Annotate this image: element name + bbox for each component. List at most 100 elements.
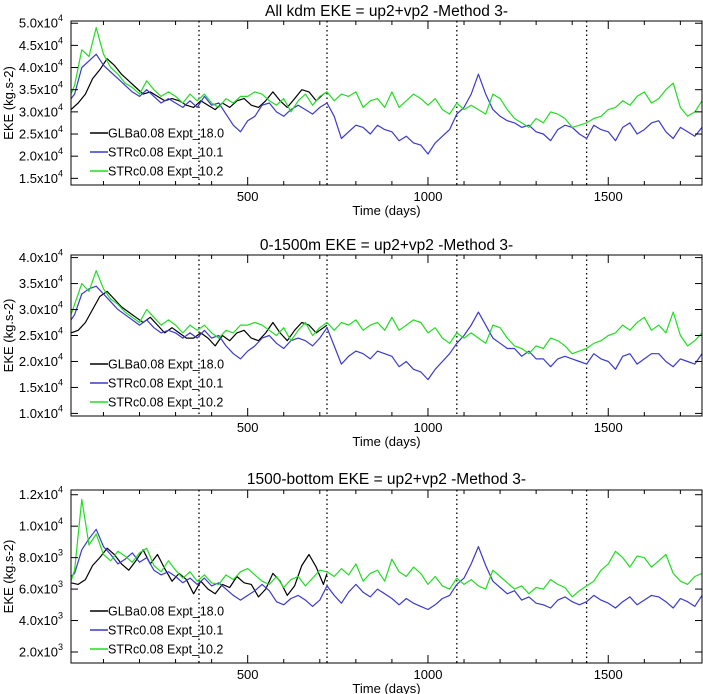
y-tick-exponent: 4 <box>58 80 63 90</box>
y-tick-exponent: 4 <box>58 248 63 258</box>
y-tick-exponent: 4 <box>58 403 63 413</box>
chart-title: All kdm EKE = up2+vp2 -Method 3- <box>265 3 508 20</box>
y-tick-exponent: 4 <box>58 485 63 495</box>
y-tick-mantissa: 4.5 <box>19 38 37 53</box>
y-tick-exponent: 4 <box>58 300 63 310</box>
x-tick-label: 1500 <box>594 420 623 435</box>
y-tick-times-ten: x10 <box>37 60 58 75</box>
y-axis-label: EKE (kg.s-2) <box>1 66 16 140</box>
y-tick-label: 1.0 x10 4 <box>19 403 63 421</box>
chart-legend: GLBa0.08 Expt_18.0 STRc0.08 Expt_10.1 STRc… <box>90 605 224 657</box>
y-tick-exponent: 4 <box>58 58 63 68</box>
y-tick-times-ten: x10 <box>37 644 58 659</box>
y-tick-label: 6.0 x10 3 <box>19 579 63 597</box>
x-tick-label: 1500 <box>594 189 623 204</box>
y-tick-exponent: 4 <box>58 35 63 45</box>
y-tick-mantissa: 3.5 <box>19 82 37 97</box>
y-tick-label: 2.5 x10 4 <box>19 124 63 142</box>
y-tick-mantissa: 1.0 <box>19 519 37 534</box>
y-tick-mantissa: 2.0 <box>19 354 37 369</box>
plot-frame <box>70 489 703 664</box>
y-tick-label: 5.0 x10 4 <box>19 13 63 31</box>
y-tick-label: 4.0 x10 4 <box>19 58 63 76</box>
y-tick-label: 4.5 x10 4 <box>19 35 63 53</box>
chart-panel-3: 1500-bottom EKE = up2+vp2 -Method 3- 500 1… <box>1 471 703 694</box>
y-tick-exponent: 3 <box>58 548 63 558</box>
y-tick-mantissa: 3.5 <box>19 276 37 291</box>
y-tick-mantissa: 2.5 <box>19 127 37 142</box>
x-tick-label: 1000 <box>414 189 443 204</box>
y-tick-mantissa: 8.0 <box>19 550 37 565</box>
y-tick-label: 3.5 x10 4 <box>19 274 63 292</box>
series-line-2 <box>71 285 702 381</box>
y-tick-mantissa: 4.0 <box>19 613 37 628</box>
legend-label-3: STRc0.08 Expt_10.2 <box>108 396 223 410</box>
y-tick-times-ten: x10 <box>37 613 58 628</box>
y-tick-mantissa: 1.0 <box>19 406 37 421</box>
y-tick-times-ten: x10 <box>37 171 58 186</box>
x-tick-label: 500 <box>237 420 259 435</box>
y-tick-times-ten: x10 <box>37 16 58 31</box>
x-tick-label: 500 <box>237 667 259 682</box>
y-tick-label: 1.2 x10 4 <box>19 485 63 503</box>
y-tick-times-ten: x10 <box>37 127 58 142</box>
y-axis-label: EKE (kg.s-2) <box>1 299 16 373</box>
series-line-3 <box>71 27 702 129</box>
legend-label-2: STRc0.08 Expt_10.1 <box>108 146 223 160</box>
x-axis-label: Time (days) <box>352 681 420 694</box>
y-tick-exponent: 4 <box>58 168 63 178</box>
y-tick-exponent: 3 <box>58 611 63 621</box>
y-tick-label: 1.5 x10 4 <box>19 168 63 186</box>
plot-frame <box>70 20 703 186</box>
x-tick-label: 1000 <box>414 420 443 435</box>
y-tick-exponent: 4 <box>58 146 63 156</box>
y-tick-times-ten: x10 <box>37 82 58 97</box>
y-tick-mantissa: 1.2 <box>19 487 37 502</box>
y-tick-times-ten: x10 <box>37 104 58 119</box>
chart-legend: GLBa0.08 Expt_18.0 STRc0.08 Expt_10.1 STRc… <box>90 127 224 179</box>
legend-label-1: GLBa0.08 Expt_18.0 <box>108 605 224 619</box>
y-tick-exponent: 3 <box>58 642 63 652</box>
x-tick-label: 1000 <box>414 667 443 682</box>
series-line-2 <box>71 528 702 611</box>
y-tick-label: 4.0 x10 4 <box>19 248 63 266</box>
y-tick-times-ten: x10 <box>37 302 58 317</box>
y-tick-times-ten: x10 <box>37 149 58 164</box>
y-tick-label: 4.0 x10 3 <box>19 611 63 629</box>
y-tick-times-ten: x10 <box>37 328 58 343</box>
y-tick-exponent: 4 <box>58 274 63 284</box>
y-tick-label: 3.0 x10 4 <box>19 300 63 318</box>
y-tick-mantissa: 1.5 <box>19 171 37 186</box>
series-line-3 <box>71 270 702 355</box>
y-tick-mantissa: 3.0 <box>19 104 37 119</box>
series-line-1 <box>71 290 328 347</box>
chart-panel-2: 0-1500m EKE = up2+vp2 -Method 3- 500 1000 1… <box>1 237 703 449</box>
chart-title: 0-1500m EKE = up2+vp2 -Method 3- <box>260 237 513 254</box>
y-tick-times-ten: x10 <box>37 519 58 534</box>
y-tick-exponent: 3 <box>58 579 63 589</box>
chart-title: 1500-bottom EKE = up2+vp2 -Method 3- <box>247 471 526 488</box>
y-tick-label: 2.5 x10 4 <box>19 326 63 344</box>
series-line-1 <box>71 58 328 111</box>
y-tick-exponent: 4 <box>58 516 63 526</box>
x-axis-label: Time (days) <box>352 203 420 218</box>
y-tick-mantissa: 5.0 <box>19 16 37 31</box>
x-tick-label: 1500 <box>594 667 623 682</box>
y-tick-label: 1.0 x10 4 <box>19 516 63 534</box>
series-line-3 <box>71 498 702 598</box>
y-tick-times-ten: x10 <box>37 582 58 597</box>
y-tick-label: 1.5 x10 4 <box>19 377 63 395</box>
y-tick-exponent: 4 <box>58 377 63 387</box>
y-tick-mantissa: 4.0 <box>19 60 37 75</box>
y-tick-label: 3.0 x10 4 <box>19 102 63 120</box>
y-tick-mantissa: 4.0 <box>19 250 37 265</box>
y-tick-times-ten: x10 <box>37 38 58 53</box>
y-tick-mantissa: 2.0 <box>19 149 37 164</box>
x-axis-label: Time (days) <box>352 434 420 449</box>
legend-label-2: STRc0.08 Expt_10.1 <box>108 377 223 391</box>
legend-label-3: STRc0.08 Expt_10.2 <box>108 165 223 179</box>
chart-panel-1: All kdm EKE = up2+vp2 -Method 3- 500 1000 1… <box>1 3 703 218</box>
legend-label-1: GLBa0.08 Expt_18.0 <box>108 127 224 141</box>
y-tick-exponent: 4 <box>58 351 63 361</box>
